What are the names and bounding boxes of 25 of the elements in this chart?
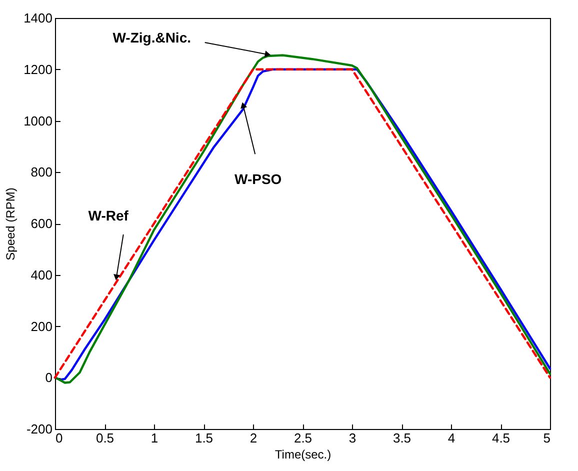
x-tick-label: 0.5 xyxy=(96,430,114,446)
x-axis-title: Time(sec.) xyxy=(274,448,332,462)
annotation: W-Ref xyxy=(88,207,129,224)
y-tick-label: 0 xyxy=(45,370,52,386)
x-tick-label: 5 xyxy=(543,430,550,446)
y-tick-label: 1200 xyxy=(24,62,52,77)
y-tick-label: -200 xyxy=(26,422,52,436)
x-tick-label: 2 xyxy=(250,430,258,446)
annotation: W-Zig.&Nic. xyxy=(112,29,191,46)
annotation: W-PSO xyxy=(234,171,282,188)
x-tick-label: 3 xyxy=(348,430,356,446)
x-tick-label: 0 xyxy=(56,430,63,446)
x-tick-label: 2.5 xyxy=(294,430,312,446)
y-tick-label: 1400 xyxy=(24,10,52,26)
y-tick-label: 800 xyxy=(30,164,52,180)
x-tick-label: 3.5 xyxy=(392,430,412,446)
x-tick-label: 1.5 xyxy=(194,430,214,446)
y-tick-label: 1000 xyxy=(24,113,52,128)
x-tick-label: 4.5 xyxy=(492,430,510,446)
x-tick-label: 1 xyxy=(150,430,158,446)
x-tick-label: 4 xyxy=(448,430,456,446)
y-tick-label: 600 xyxy=(30,216,52,231)
y-tick-label: 400 xyxy=(30,267,52,282)
y-tick-label: 200 xyxy=(30,318,52,334)
y-axis-title: Speed (RPM) xyxy=(4,188,18,260)
